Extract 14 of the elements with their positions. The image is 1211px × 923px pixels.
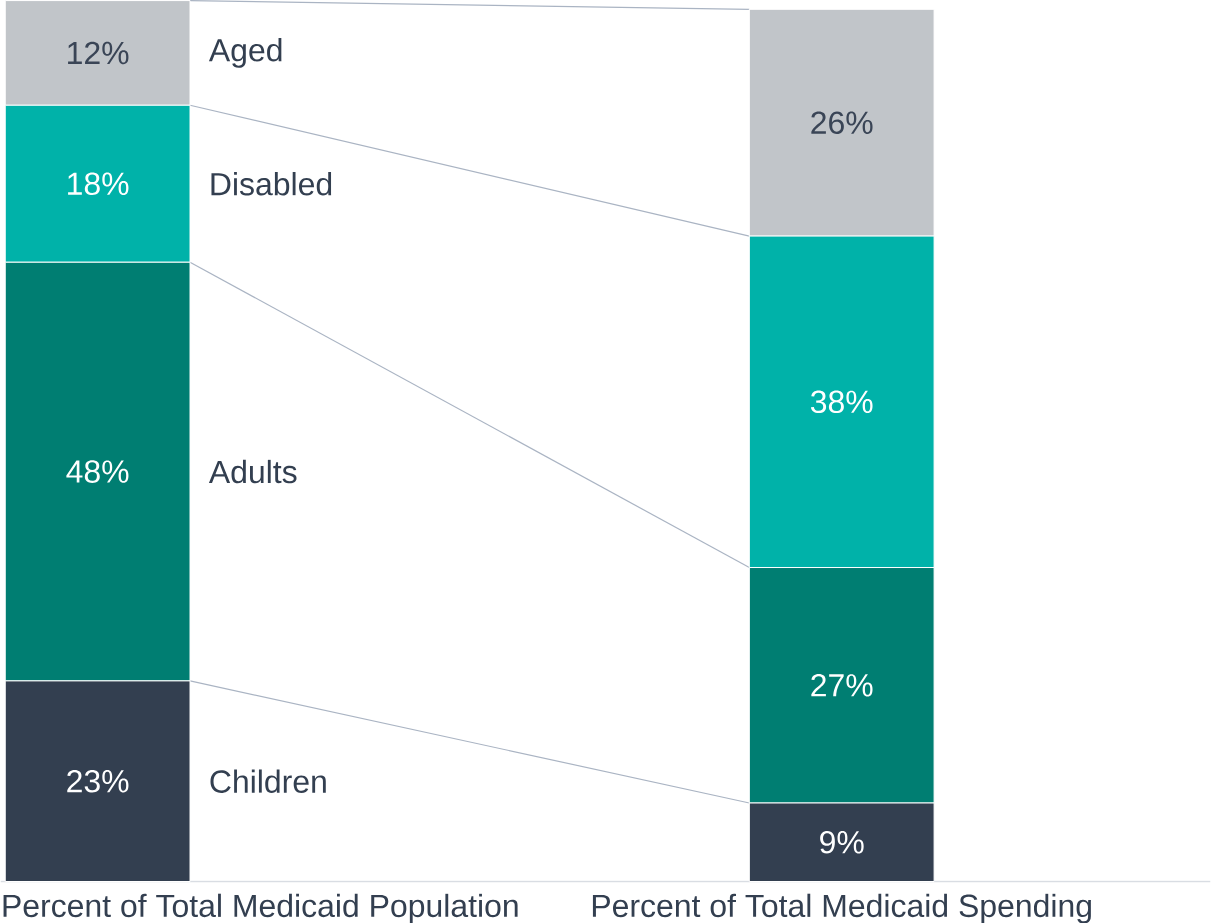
data-label: 26% — [811, 111, 873, 134]
x-tick-label: Percent of Total Medicaid Population — [3, 893, 518, 923]
data-label: 23% — [67, 769, 129, 793]
data-label: 9% — [820, 830, 864, 854]
data-label: 48% — [66, 460, 129, 483]
series-label: Children — [210, 769, 326, 793]
data-label: 18% — [68, 172, 129, 195]
series-label: Adults — [208, 459, 297, 484]
data-label: 27% — [811, 673, 873, 697]
series-label: Disabled — [211, 171, 332, 196]
x-tick-label: Percent of Total Medicaid Spending — [592, 893, 1091, 923]
series-label: Aged — [208, 37, 282, 68]
data-label: 12% — [68, 41, 129, 64]
data-label: 38% — [810, 390, 873, 413]
